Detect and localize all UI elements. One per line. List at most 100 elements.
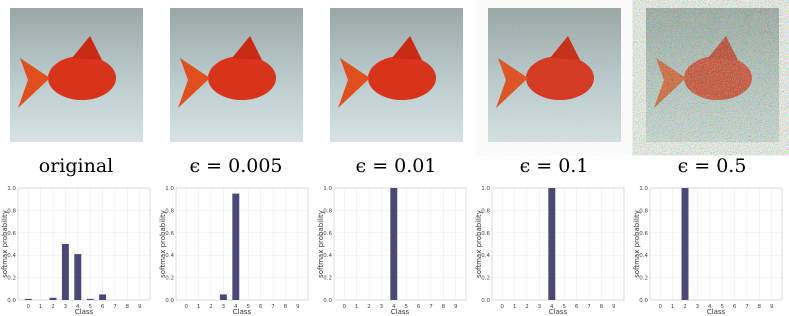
image	[10, 8, 143, 142]
fish-tail	[178, 58, 210, 108]
x-axis-label: Class	[707, 308, 726, 316]
y-tick-label: 0.8	[639, 208, 648, 214]
x-tick-label: 0	[184, 304, 188, 310]
x-tick-label: 3	[538, 304, 542, 310]
x-tick-label: 5	[720, 304, 724, 310]
x-tick-label: 3	[64, 304, 68, 310]
x-tick-label: 9	[138, 304, 142, 310]
y-axis-label: softmax probability	[475, 210, 483, 278]
y-tick-label: 0.0	[7, 298, 16, 304]
y-tick-label: 0.4	[639, 253, 648, 259]
fish-body	[48, 56, 116, 100]
x-tick-label: 4	[76, 304, 80, 310]
x-tick-label: 4	[234, 304, 238, 310]
plot-frame	[333, 187, 467, 301]
bar	[681, 188, 689, 300]
bar	[24, 298, 32, 300]
x-tick-label: 4	[708, 304, 712, 310]
x-tick-label: 0	[26, 304, 30, 310]
x-tick-label: 7	[587, 304, 591, 310]
y-tick-label: 0.0	[639, 298, 648, 304]
y-axis-label: softmax probability	[159, 210, 167, 278]
x-tick-label: 2	[209, 304, 213, 310]
x-tick-label: 1	[197, 304, 201, 310]
x-axis-label: Class	[233, 308, 252, 316]
panel-title: ϵ = 0.1	[520, 155, 589, 177]
y-tick-label: 1.0	[481, 186, 490, 192]
x-tick-label: 5	[404, 304, 408, 310]
y-tick-label: 0.2	[7, 276, 16, 282]
x-axis-label: Class	[75, 308, 94, 316]
y-tick-label: 0.8	[165, 208, 174, 214]
y-tick-label: 0.4	[481, 253, 490, 259]
x-axis-label: Class	[549, 308, 568, 316]
fish-fin	[72, 36, 102, 60]
noise	[488, 8, 621, 142]
image	[330, 8, 463, 142]
y-tick-label: 1.0	[7, 186, 16, 192]
x-tick-label: 7	[745, 304, 749, 310]
x-tick-label: 2	[367, 304, 371, 310]
x-tick-label: 8	[284, 304, 288, 310]
x-tick-label: 1	[39, 304, 43, 310]
y-tick-label: 0.6	[481, 231, 490, 237]
y-tick-label: 0.2	[323, 276, 332, 282]
x-tick-label: 1	[671, 304, 675, 310]
y-tick-label: 0.8	[7, 208, 16, 214]
y-tick-label: 0.8	[323, 208, 332, 214]
bar	[61, 244, 69, 300]
plot-frame	[649, 187, 783, 301]
y-tick-label: 0.6	[165, 231, 174, 237]
x-tick-label: 1	[513, 304, 517, 310]
y-tick-label: 0.0	[165, 298, 174, 304]
x-tick-label: 7	[271, 304, 275, 310]
x-axis-label: Class	[391, 308, 410, 316]
x-tick-label: 8	[758, 304, 762, 310]
bar	[219, 294, 227, 300]
x-tick-label: 8	[442, 304, 446, 310]
x-tick-label: 0	[658, 304, 662, 310]
x-tick-label: 6	[575, 304, 579, 310]
fish-tail	[338, 58, 370, 108]
x-tick-label: 2	[51, 304, 55, 310]
panel-title: original	[39, 155, 113, 177]
x-tick-label: 9	[454, 304, 458, 310]
x-tick-label: 0	[342, 304, 346, 310]
y-axis-label: softmax probability	[633, 210, 641, 278]
fish-body	[368, 56, 436, 100]
x-tick-label: 3	[696, 304, 700, 310]
x-tick-label: 3	[222, 304, 226, 310]
x-tick-label: 6	[733, 304, 737, 310]
plot-frame	[17, 187, 151, 301]
y-tick-label: 0.6	[323, 231, 332, 237]
bar	[548, 188, 556, 300]
x-tick-label: 1	[355, 304, 359, 310]
y-tick-label: 0.2	[481, 276, 490, 282]
y-axis-label: softmax probability	[1, 210, 9, 278]
image	[170, 8, 303, 142]
x-tick-label: 9	[296, 304, 300, 310]
fish-fin	[392, 36, 422, 60]
y-tick-label: 0.6	[7, 231, 16, 237]
panel-title: ϵ = 0.01	[356, 155, 437, 177]
y-tick-label: 0.8	[481, 208, 490, 214]
bar	[232, 193, 240, 300]
panel-title: ϵ = 0.5	[678, 155, 747, 177]
x-tick-label: 8	[600, 304, 604, 310]
x-tick-label: 9	[770, 304, 774, 310]
bar	[390, 188, 398, 300]
y-tick-label: 0.4	[7, 253, 16, 259]
y-axis-label: softmax probability	[317, 210, 325, 278]
bar	[49, 297, 57, 300]
y-tick-label: 0.4	[165, 253, 174, 259]
x-tick-label: 4	[550, 304, 554, 310]
x-tick-label: 7	[113, 304, 117, 310]
x-tick-label: 9	[612, 304, 616, 310]
plot-frame	[491, 187, 625, 301]
x-tick-label: 6	[259, 304, 263, 310]
fish-body	[208, 56, 276, 100]
y-tick-label: 0.2	[639, 276, 648, 282]
y-tick-label: 0.6	[639, 231, 648, 237]
